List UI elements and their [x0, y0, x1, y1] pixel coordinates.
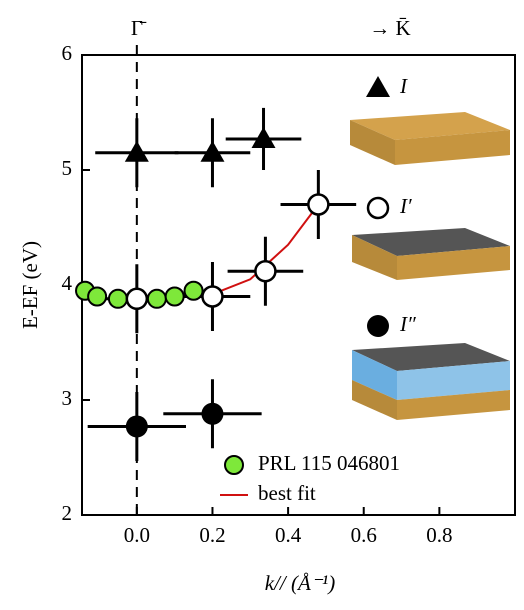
data-point [183, 280, 204, 301]
data-point [307, 193, 330, 216]
data-point [201, 402, 224, 425]
data-point [201, 285, 224, 308]
x-tick-label: 0.0 [124, 523, 150, 547]
y-tick-label: 5 [62, 156, 73, 180]
data-point [125, 415, 148, 438]
x-tick-label: 0.2 [199, 523, 225, 547]
legend-label: best fit [258, 481, 316, 505]
data-point [107, 288, 128, 309]
data-point [254, 259, 277, 283]
legend-marker [366, 196, 390, 220]
data-point [87, 286, 108, 307]
data-point [200, 140, 225, 162]
y-tick-label: 2 [62, 501, 73, 525]
gamma-label: Γ̄ [131, 16, 147, 40]
x-tick-label: 0.4 [275, 523, 302, 547]
legend-marker [367, 315, 389, 337]
x-tick-label: 0.6 [351, 523, 377, 547]
legend-marker [366, 76, 390, 97]
x-axis-label: k// (Å⁻¹) [265, 571, 335, 595]
data-point [125, 287, 149, 311]
legend-label: I″ [399, 312, 416, 336]
legend-label: I [399, 74, 408, 98]
direction-label: → K̄ [369, 16, 410, 40]
data-point [124, 140, 149, 162]
data-point [164, 286, 185, 307]
data-point [251, 126, 276, 148]
y-tick-label: 4 [62, 271, 73, 295]
legend-marker [224, 455, 244, 475]
y-axis-label: E-EF (eV) [18, 241, 42, 329]
y-tick-label: 3 [62, 386, 73, 410]
data-point [146, 288, 167, 309]
x-tick-label: 0.8 [426, 523, 452, 547]
legend-label: I′ [399, 194, 412, 218]
legend-label: PRL 115 046801 [258, 451, 400, 475]
slab-illustrations [350, 112, 510, 420]
y-tick-label: 6 [62, 41, 73, 65]
